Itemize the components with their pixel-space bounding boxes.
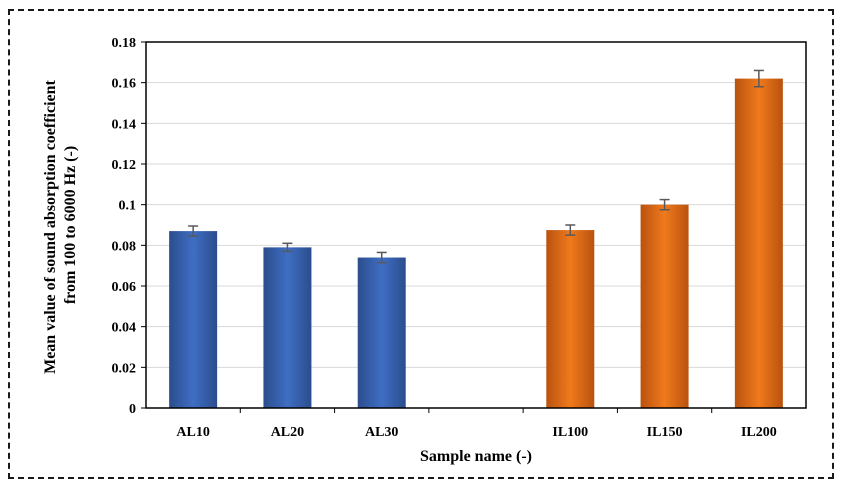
x-tick-label: AL10 (176, 425, 209, 440)
bar-al30 (357, 257, 406, 408)
gridlines (146, 82, 806, 368)
x-axis-title: Sample name (-) (420, 448, 532, 465)
bar-il100 (546, 230, 595, 408)
bar-al20 (263, 247, 312, 408)
bar-il200 (734, 78, 783, 408)
y-tick-label: 0.1 (119, 199, 137, 214)
y-tick-label: 0.16 (112, 77, 137, 92)
x-tick-label: AL20 (271, 425, 304, 440)
error-bar-al20 (282, 242, 293, 253)
x-tick-label: AL30 (365, 425, 398, 440)
y-tick-label: 0.12 (112, 158, 137, 173)
plot-area-border (145, 41, 807, 409)
x-tick-label: IL200 (741, 425, 777, 440)
error-bar-al30 (376, 251, 387, 264)
figure-frame (8, 9, 834, 479)
labels: Sample name (-) Mean value of sound abso… (42, 36, 777, 465)
axes (141, 41, 807, 413)
x-tick-label: IL100 (552, 425, 588, 440)
bars (169, 69, 783, 408)
y-tick-label: 0.06 (112, 280, 137, 295)
bar-al10 (169, 231, 218, 408)
bar-il150 (640, 204, 689, 408)
y-tick-label: 0.02 (112, 361, 137, 376)
error-bar-il100 (565, 224, 576, 236)
error-bar-al10 (188, 225, 199, 237)
error-bar-il200 (753, 69, 764, 88)
y-tick-label: 0 (129, 402, 136, 417)
y-tick-label: 0.08 (112, 239, 137, 254)
y-tick-label: 0.04 (112, 321, 137, 336)
y-tick-label: 0.18 (112, 36, 137, 51)
x-tick-label: IL150 (647, 425, 683, 440)
y-axis-title: Mean value of sound absorption coefficie… (42, 76, 79, 374)
error-bar-il150 (659, 198, 670, 211)
y-tick-label: 0.14 (112, 117, 137, 132)
y-axis-title-line-1: Mean value of sound absorption coefficie… (42, 79, 59, 373)
y-axis-title-line-2: from 100 to 6000 Hz (-) (62, 146, 79, 304)
